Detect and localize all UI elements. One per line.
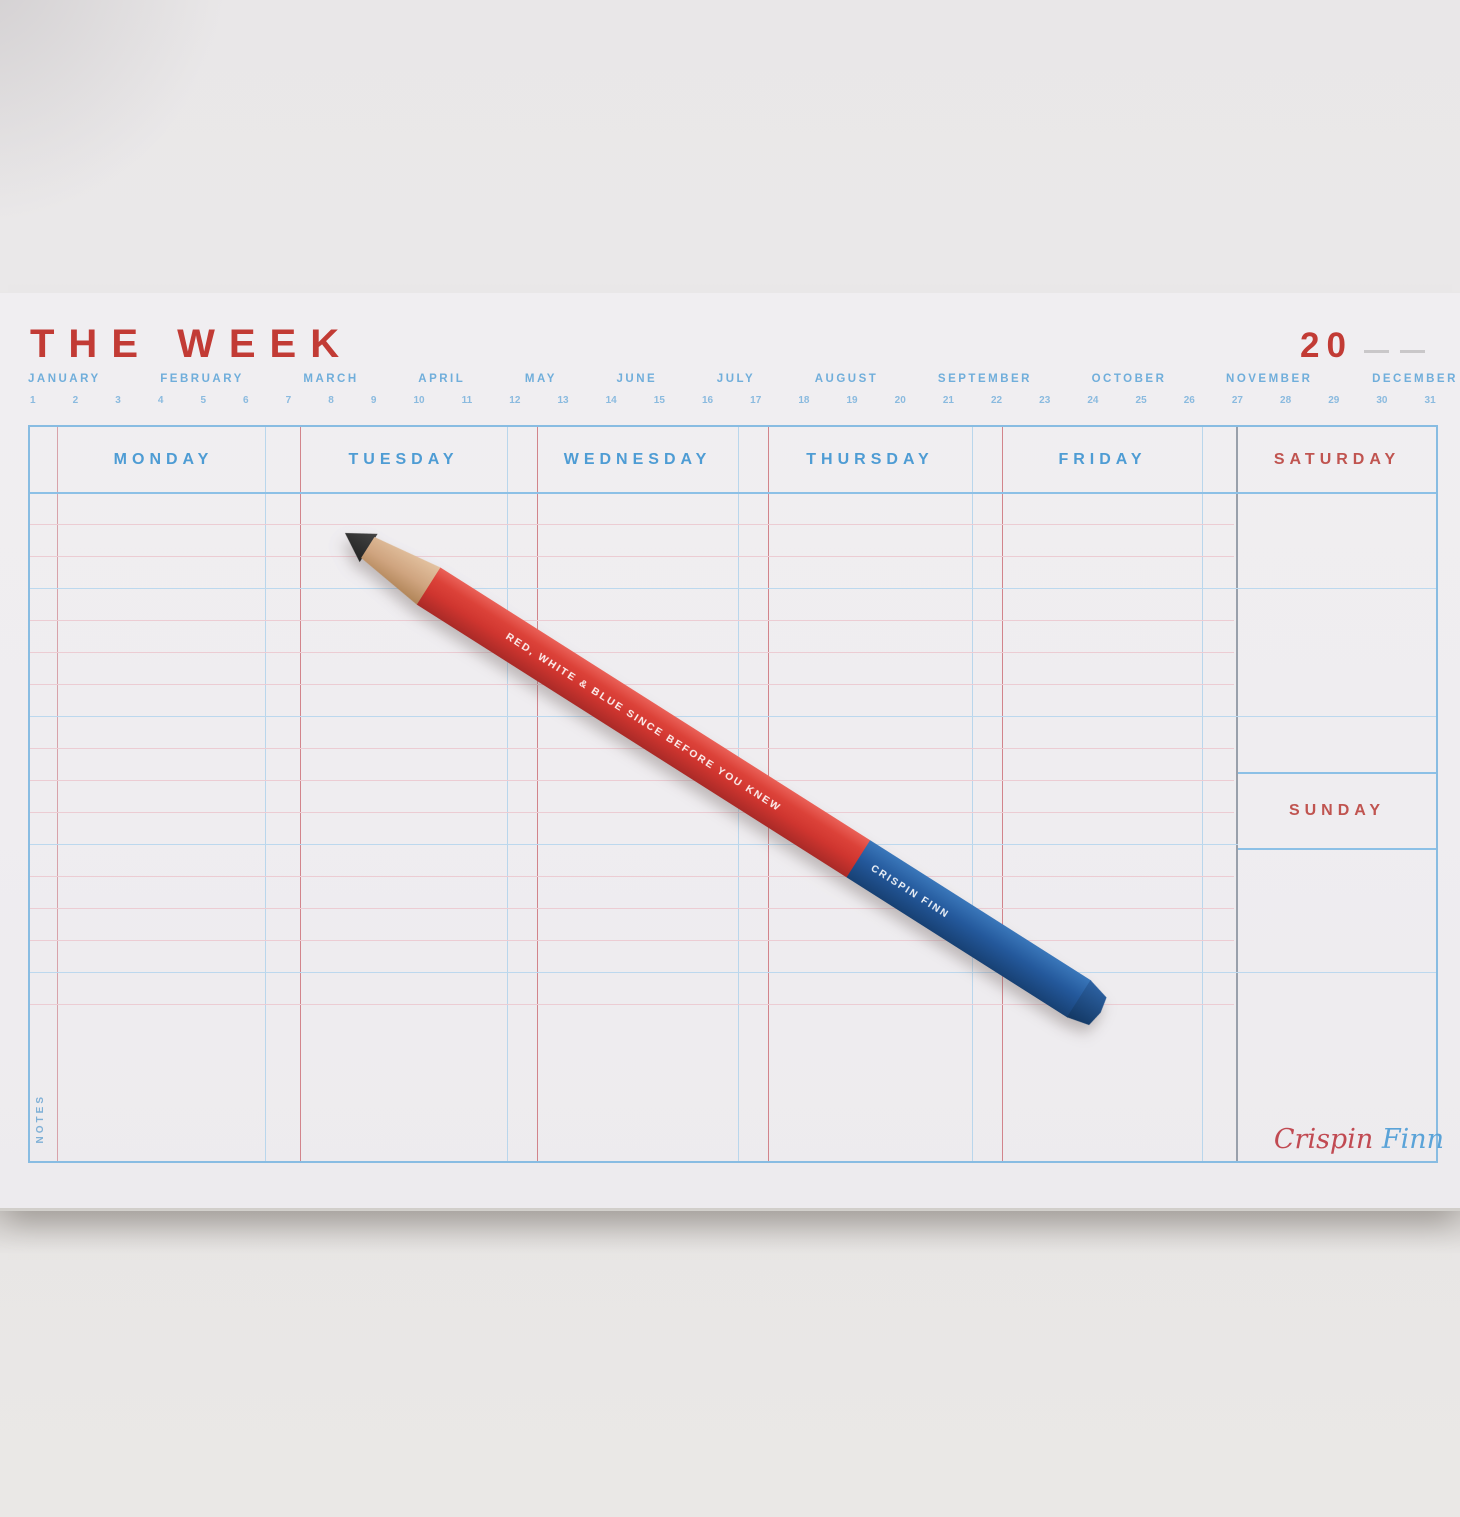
planner-title: THE WEEK — [30, 322, 354, 366]
month-label: JUNE — [616, 373, 658, 385]
ruled-line-blue — [30, 972, 1436, 973]
planner-notepad-sheet: THE WEEK 20 JANUARY FEBRUARY MARCH APRIL MAY… — [0, 293, 1460, 1208]
week-grid: MONDAY TUESDAY WEDNESDAY THURSDAY FRIDAY… — [28, 425, 1444, 1163]
months-row: JANUARY FEBRUARY MARCH APRIL MAY JUNE JULY AUGU… — [28, 373, 1458, 385]
date-number: 4 — [157, 395, 164, 406]
ruled-line-pink — [30, 524, 1234, 525]
date-number: 8 — [328, 395, 334, 406]
signature-first-name: Crispin — [1273, 1124, 1374, 1155]
notepad-edge-shadow — [0, 1208, 1460, 1254]
date-number: 6 — [243, 395, 249, 406]
date-number: 25 — [1135, 395, 1147, 406]
column-divider — [537, 427, 538, 1161]
ruled-line-pink — [30, 748, 1234, 749]
ruled-line-pink — [30, 940, 1234, 941]
month-label: MAY — [524, 373, 557, 385]
ruled-line-pink — [30, 908, 1234, 909]
day-header-monday: MONDAY — [113, 451, 214, 468]
ruled-line-pink — [30, 652, 1234, 653]
ruled-line-blue — [30, 716, 1436, 717]
column-divider — [300, 427, 301, 1161]
month-label: MARCH — [303, 373, 359, 385]
date-number: 16 — [701, 395, 714, 406]
date-number: 30 — [1376, 395, 1388, 406]
date-number: 23 — [1039, 395, 1051, 406]
date-number: 14 — [605, 395, 617, 406]
column-divider — [1002, 427, 1003, 1161]
ruled-line-blue — [30, 588, 1436, 589]
day-header-thursday: THURSDAY — [806, 451, 934, 468]
date-number: 13 — [557, 395, 569, 406]
month-label: NOVEMBER — [1226, 373, 1313, 385]
month-label: AUGUST — [814, 373, 879, 385]
signature-last-name: Finn — [1381, 1124, 1444, 1155]
day-header-friday: FRIDAY — [1058, 451, 1147, 468]
date-number: 24 — [1087, 395, 1099, 406]
brand-signature: Crispin Finn — [1274, 1124, 1444, 1155]
date-number: 10 — [413, 395, 425, 406]
date-number: 26 — [1183, 395, 1195, 406]
notes-label: NOTES — [35, 1093, 46, 1143]
month-label: OCTOBER — [1091, 373, 1167, 385]
day-header-wednesday: WEDNESDAY — [563, 451, 712, 468]
date-number: 3 — [115, 395, 121, 406]
year-blank-line — [1399, 350, 1425, 353]
date-number: 17 — [750, 395, 762, 406]
date-number: 22 — [991, 395, 1003, 406]
date-number: 20 — [894, 395, 906, 406]
ruled-line-pink — [30, 1004, 1234, 1005]
ruled-line-pink — [30, 812, 1234, 813]
year-field: 20 — [1300, 326, 1425, 366]
month-label: APRIL — [418, 373, 466, 385]
day-header-sunday: SUNDAY — [1238, 772, 1436, 850]
ruled-line-pink — [30, 876, 1234, 877]
ruled-line-pink — [30, 620, 1234, 621]
month-label: DECEMBER — [1372, 373, 1458, 385]
date-number: 21 — [942, 395, 954, 406]
date-number: 15 — [653, 395, 665, 406]
ruled-line-pink — [30, 780, 1234, 781]
date-number: 9 — [370, 395, 377, 406]
month-label: FEBRUARY — [160, 373, 244, 385]
backdrop-shading — [0, 0, 300, 240]
date-number: 12 — [509, 395, 521, 406]
day-header-saturday: SATURDAY — [1273, 451, 1401, 468]
date-number: 19 — [846, 395, 858, 406]
ruled-line-pink — [30, 556, 1234, 557]
date-number: 5 — [200, 395, 206, 406]
date-number: 31 — [1424, 395, 1436, 406]
date-number: 7 — [285, 395, 292, 406]
dates-row: 1 2 3 4 5 6 7 8 9 10 11 12 13 14 15 16 17 18 19 20 21 22 23 24 2… — [30, 395, 1436, 406]
month-label: SEPTEMBER — [937, 373, 1032, 385]
month-label: JANUARY — [28, 373, 101, 385]
ruled-line-blue — [30, 844, 1436, 845]
margin-line — [507, 427, 508, 1161]
year-blank-line — [1363, 350, 1389, 353]
day-header-tuesday: TUESDAY — [348, 451, 459, 468]
month-label: JULY — [716, 373, 756, 385]
margin-line — [265, 427, 266, 1161]
weekend-divider — [1236, 427, 1238, 1161]
notes-column-divider — [57, 427, 58, 1161]
margin-line — [1202, 427, 1203, 1161]
date-number: 18 — [798, 395, 810, 406]
header-underline — [30, 492, 1436, 494]
year-prefix: 20 — [1300, 326, 1353, 365]
ruled-line-pink — [30, 684, 1234, 685]
date-number: 11 — [461, 395, 473, 406]
date-number: 2 — [72, 395, 79, 406]
margin-line — [972, 427, 973, 1161]
date-number: 1 — [30, 395, 36, 406]
date-number: 27 — [1231, 395, 1243, 406]
date-number: 29 — [1328, 395, 1340, 406]
date-number: 28 — [1280, 395, 1292, 406]
